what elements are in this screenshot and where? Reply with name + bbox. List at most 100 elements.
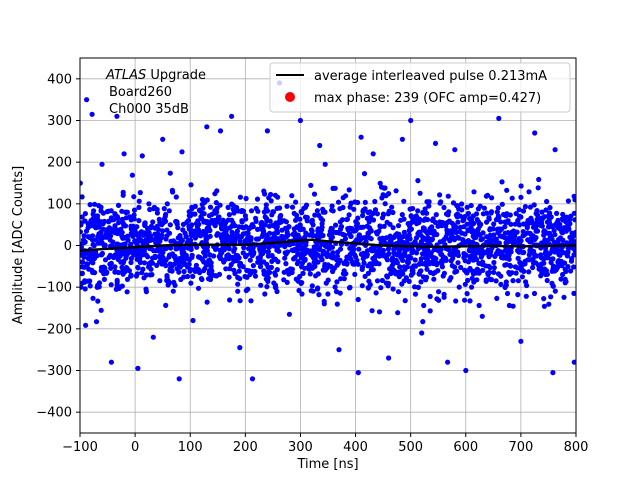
scatter-point <box>384 257 390 263</box>
scatter-point <box>454 214 460 220</box>
scatter-point <box>93 319 100 325</box>
scatter-point <box>275 194 281 200</box>
scatter-point <box>96 284 102 290</box>
scatter-point <box>107 261 113 267</box>
scatter-point <box>274 288 280 295</box>
scatter-point <box>205 258 212 264</box>
scatter-point <box>419 251 426 257</box>
scatter-point <box>360 256 366 262</box>
scatter-point <box>495 205 501 211</box>
scatter-point <box>147 233 154 239</box>
scatter-point <box>262 191 268 197</box>
scatter-point <box>316 292 322 298</box>
scatter-point <box>443 234 449 240</box>
scatter-point <box>181 268 187 275</box>
scatter-point <box>354 257 360 263</box>
scatter-point <box>416 216 423 222</box>
scatter-point <box>486 216 492 222</box>
scatter-point <box>237 238 243 244</box>
y-tick-label: 400 <box>47 72 72 87</box>
scatter-point <box>433 212 439 218</box>
scatter-point <box>385 211 391 217</box>
scatter-point <box>325 277 331 283</box>
scatter-point <box>289 193 295 199</box>
scatter-point <box>330 268 336 275</box>
scatter-point <box>564 214 570 220</box>
scatter-point <box>364 223 370 229</box>
scatter-point <box>231 210 237 216</box>
scatter-point <box>426 239 432 245</box>
scatter-point <box>193 229 199 235</box>
scatter-outlier-point <box>176 376 182 382</box>
scatter-point <box>186 209 192 215</box>
scatter-point <box>546 213 552 219</box>
scatter-point <box>332 284 338 290</box>
scatter-point <box>189 254 195 260</box>
scatter-point <box>299 210 305 216</box>
scatter-point <box>330 185 336 191</box>
scatter-point <box>515 265 521 271</box>
scatter-point <box>82 218 88 224</box>
scatter-point <box>392 251 398 257</box>
scatter-point <box>80 270 85 276</box>
scatter-point <box>245 286 251 292</box>
scatter-point <box>346 187 352 193</box>
scatter-point <box>250 224 256 230</box>
scatter-point <box>343 193 349 199</box>
scatter-point <box>153 235 159 241</box>
scatter-point <box>503 262 509 268</box>
scatter-point <box>192 235 198 241</box>
x-axis-ticks: −100 0 100 200 300 400 500 600 700 800 <box>62 433 588 455</box>
y-tick-label: −100 <box>36 281 72 296</box>
scatter-point <box>527 257 533 263</box>
scatter-point <box>561 250 567 256</box>
scatter-point <box>200 228 206 235</box>
scatter-point <box>177 233 183 239</box>
scatter-point <box>554 210 560 216</box>
scatter-point <box>558 276 564 282</box>
scatter-point <box>507 271 513 277</box>
scatter-point <box>439 264 445 270</box>
scatter-point <box>170 288 176 294</box>
scatter-point <box>424 217 431 223</box>
scatter-point <box>514 229 520 235</box>
x-tick-label: 300 <box>288 440 313 455</box>
scatter-point <box>310 222 316 228</box>
scatter-point <box>541 303 548 309</box>
scatter-point <box>90 295 96 301</box>
scatter-point <box>164 233 170 239</box>
scatter-point <box>235 208 241 214</box>
scatter-point <box>520 250 526 256</box>
scatter-point <box>403 275 409 281</box>
scatter-point <box>250 263 256 269</box>
scatter-point <box>406 227 412 233</box>
scatter-point <box>550 247 556 254</box>
scatter-point <box>234 255 240 261</box>
scatter-point <box>559 216 565 222</box>
scatter-point <box>116 285 122 291</box>
scatter-point <box>355 261 361 267</box>
scatter-point <box>141 260 148 266</box>
scatter-point <box>465 211 471 217</box>
scatter-point <box>515 217 521 224</box>
scatter-point <box>413 213 419 219</box>
scatter-point <box>550 283 556 289</box>
scatter-point <box>392 268 398 275</box>
scatter-point <box>259 219 265 226</box>
scatter-point <box>187 268 193 274</box>
scatter-point <box>253 218 259 224</box>
scatter-point <box>176 269 182 275</box>
scatter-point <box>179 250 185 256</box>
scatter-point <box>398 238 404 244</box>
scatter-outlier-point <box>336 347 342 353</box>
scatter-outlier-point <box>452 147 458 153</box>
scatter-point <box>229 201 235 207</box>
scatter-point <box>426 199 432 205</box>
scatter-point <box>410 205 416 212</box>
scatter-point <box>448 235 454 241</box>
scatter-outlier-point <box>399 136 405 142</box>
scatter-outlier-point <box>121 151 127 157</box>
channel-label: Ch000 35dB <box>109 102 189 117</box>
scatter-point <box>82 211 88 217</box>
scatter-point <box>312 250 318 256</box>
